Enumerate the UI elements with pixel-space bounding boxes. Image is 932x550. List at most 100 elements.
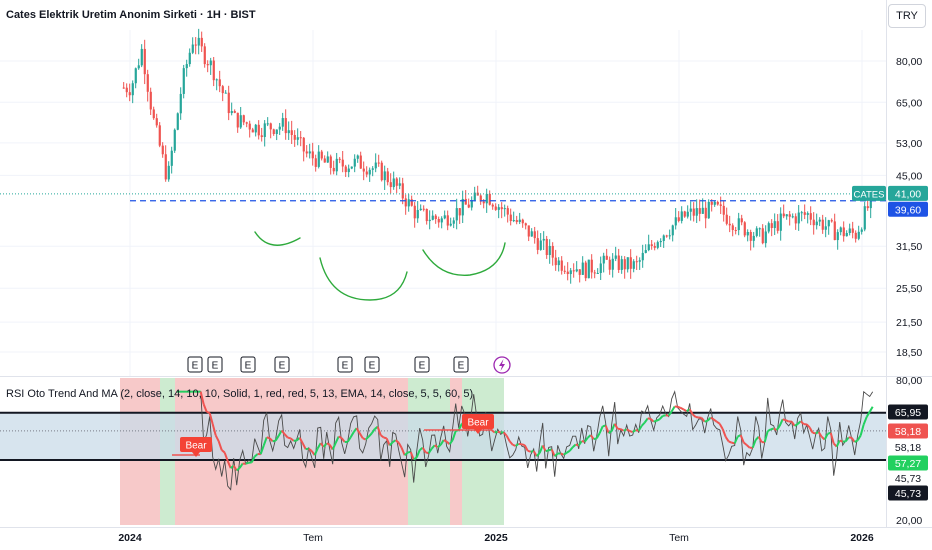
- candle-body: [764, 231, 767, 244]
- rsi-ma-segment: [221, 449, 226, 454]
- candle-body: [242, 115, 245, 123]
- candle-body: [449, 223, 452, 226]
- candle-body: [635, 261, 638, 263]
- rsi-ma-segment: [778, 418, 784, 427]
- annotation-curve: [319, 257, 408, 301]
- candle-body: [284, 118, 287, 134]
- candle-body: [536, 238, 539, 250]
- earnings-marker-box: [240, 356, 256, 373]
- rsi-ma-segment: [298, 437, 304, 444]
- earnings-marker[interactable]: E: [187, 356, 203, 373]
- rsi-ma-segment: [767, 428, 772, 433]
- rsi-ma-segment: [439, 439, 445, 446]
- rsi-ma-segment: [245, 461, 249, 465]
- grid: [0, 0, 932, 528]
- candle-body: [794, 216, 797, 224]
- bear-signal-label[interactable]: Bear: [180, 437, 212, 457]
- earnings-marker-label: E: [419, 361, 426, 372]
- earnings-marker[interactable]: E: [337, 356, 353, 373]
- rsi-ma-segment: [443, 439, 448, 443]
- earnings-marker[interactable]: E: [364, 356, 380, 373]
- earnings-marker-label: E: [458, 361, 465, 372]
- candle-body: [548, 245, 551, 256]
- candle-body: [236, 112, 239, 128]
- rsi-ma-segment: [512, 443, 517, 447]
- rsi-tick-label: 20,00: [896, 515, 922, 527]
- lightning-marker[interactable]: [493, 356, 511, 374]
- rsi-ma-segment: [548, 448, 552, 452]
- candle-body: [377, 162, 380, 164]
- candle-body: [677, 217, 680, 221]
- candle-body: [566, 271, 569, 275]
- rsi-ma-segment: [629, 430, 633, 433]
- rsi-ma-segment: [667, 410, 673, 417]
- earnings-marker[interactable]: E: [274, 356, 290, 373]
- rsi-ma-segment: [677, 405, 682, 409]
- currency-button[interactable]: TRY: [888, 4, 926, 28]
- rsi-ma-segment: [427, 448, 433, 454]
- candle-body: [443, 215, 446, 219]
- rsi-ma-segment: [577, 440, 583, 447]
- candle-body: [866, 206, 869, 209]
- price-tick-label: 45,00: [896, 170, 922, 182]
- candle-body: [275, 129, 278, 135]
- rsi-ma-segment: [425, 451, 429, 455]
- rsi-ma-segment: [862, 416, 868, 425]
- candle-body: [551, 245, 554, 258]
- rsi-ma-segment: [521, 443, 525, 447]
- candle-body: [158, 125, 161, 146]
- candle-body: [605, 255, 608, 260]
- rsi-ma-segment: [395, 439, 400, 444]
- rsi-ma-segment: [608, 430, 613, 434]
- rsi-ma-segment: [632, 429, 637, 433]
- rsi-ma-segment: [370, 428, 376, 434]
- annotation-curve: [422, 242, 506, 276]
- candle-body: [272, 129, 275, 135]
- rsi-ma-segment: [850, 437, 856, 443]
- rsi-ma-segment: [575, 443, 580, 447]
- rsi-band: [0, 412, 886, 460]
- candle-body: [767, 223, 770, 232]
- candle-body: [731, 225, 734, 231]
- bear-label-box: [462, 414, 494, 429]
- rsi-ma-segment: [262, 437, 268, 447]
- candle-body: [755, 228, 758, 236]
- candle-body: [614, 255, 617, 259]
- rsi-value-box: [888, 404, 928, 420]
- rsi-ma-segment: [649, 418, 655, 423]
- rsi-lines: Bear Bear: [172, 390, 874, 491]
- bear-signal-label[interactable]: Bear: [462, 414, 494, 434]
- last-price-label: 41,00: [895, 188, 921, 200]
- candle-body: [812, 219, 815, 226]
- rsi-ma-segment: [407, 450, 411, 454]
- earnings-marker[interactable]: E: [240, 356, 256, 373]
- candle-body: [557, 260, 560, 266]
- candle-body: [344, 166, 347, 173]
- candle-body: [371, 168, 374, 170]
- earnings-marker-label: E: [342, 361, 349, 372]
- candle-body: [197, 37, 200, 46]
- earnings-marker-box: [337, 356, 353, 373]
- rsi-background: [0, 378, 886, 525]
- rsi-ma-segment: [362, 437, 367, 441]
- candle-body: [683, 211, 686, 217]
- candle-body: [728, 223, 731, 226]
- candle-body: [524, 223, 527, 226]
- candle-body: [215, 79, 218, 81]
- rsi-ma-segment: [865, 411, 871, 418]
- earnings-marker[interactable]: E: [414, 356, 430, 373]
- candle-body: [797, 212, 800, 224]
- rsi-ma-segment: [763, 430, 769, 443]
- candle-body: [479, 195, 482, 202]
- rsi-ma-segment: [413, 456, 418, 461]
- rsi-ma-segment: [400, 447, 406, 456]
- earnings-marker-box: [453, 356, 469, 373]
- candle-body: [254, 124, 257, 133]
- candle-body: [527, 225, 530, 237]
- earnings-marker[interactable]: E: [207, 356, 223, 373]
- candle-body: [488, 193, 491, 205]
- rsi-ma-segment: [223, 452, 229, 462]
- rsi-ma-segment: [626, 428, 631, 432]
- earnings-marker[interactable]: E: [453, 356, 469, 373]
